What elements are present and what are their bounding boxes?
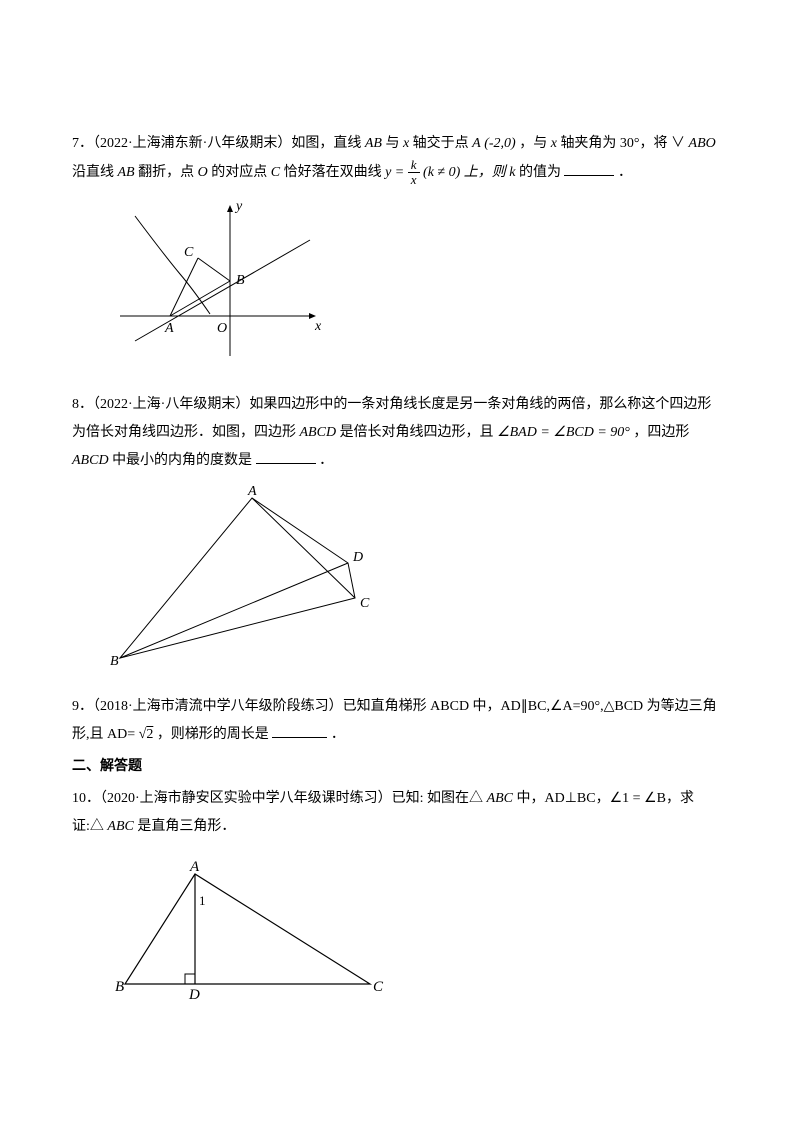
q7-seg4: 轴夹角为 30°，将 ∨	[560, 136, 685, 151]
q10-fig-A: A	[189, 859, 200, 875]
q7-fig-y: y	[234, 199, 243, 214]
q8-suffix: ．	[319, 453, 333, 468]
q7-prefix: 7．（2022·上海浦东新·八年级期末）如图，直线	[72, 136, 361, 151]
section-2-heading: 二、解答题	[72, 753, 722, 781]
q8-blank	[256, 450, 316, 464]
q8-fig-B: B	[110, 654, 119, 668]
q10-fig-B: B	[115, 979, 124, 995]
q7-seg9: (k ≠ 0) 上，则	[423, 165, 509, 180]
q10-text: 10．（2020·上海市静安区实验中学八年级课时练习）已知: 如图在△ ABC …	[72, 785, 722, 841]
q7-frac-den: x	[408, 173, 420, 187]
q9-suffix: ．	[331, 727, 345, 742]
q7-A: A	[472, 136, 481, 151]
q7-x1: x	[403, 136, 409, 151]
q7-text: 7．（2022·上海浦东新·八年级期末）如图，直线 AB 与 x 轴交于点 A …	[72, 130, 722, 188]
q8-fig-C: C	[360, 596, 370, 611]
q7-fraction: k x	[408, 158, 420, 188]
q8-seg3: 中最小的内角的度数是	[112, 453, 252, 468]
q8-abcd1: ABCD	[300, 425, 337, 440]
q9-seg1: ，则梯形的周长是	[157, 727, 269, 742]
q7-ab2: AB	[118, 165, 135, 180]
q10-fig-C: C	[373, 979, 384, 995]
q7-fig-A: A	[164, 321, 174, 336]
q8-figure: A B C D	[110, 483, 722, 679]
q7-frac-num: k	[408, 158, 420, 173]
q8-fig-A: A	[247, 484, 257, 499]
q10-prefix: 10．（2020·上海市静安区实验中学八年级课时练习）已知: 如图在△	[72, 791, 483, 806]
q10-seg2: 是直角三角形．	[137, 819, 235, 834]
q7-C: C	[271, 165, 280, 180]
q10-fig-D: D	[188, 987, 200, 1003]
q7-suffix: ．	[618, 165, 632, 180]
q9-sqrt: √2	[139, 727, 154, 742]
q7-seg6: 翻折，点	[138, 165, 198, 180]
q7-x2: x	[551, 136, 557, 151]
q7-fig-x: x	[314, 319, 322, 334]
q10-figure: 1 A B C D	[110, 859, 722, 1015]
q7-seg2: 轴交于点	[413, 136, 473, 151]
q7-O: O	[198, 165, 208, 180]
q10-abc2: ABC	[107, 819, 133, 834]
q7-yeq: y =	[385, 165, 408, 180]
q8-seg1: 是倍长对角线四边形，且	[340, 425, 494, 440]
q7-seg7: 的对应点	[211, 165, 271, 180]
q8-fig-D: D	[352, 550, 363, 565]
q8-abcd2: ABCD	[72, 453, 109, 468]
q7-seg1: 与	[385, 136, 403, 151]
q7-seg3: ，与	[519, 136, 551, 151]
q7-figure: y x A O B C	[110, 196, 722, 377]
q7-k: k	[509, 165, 515, 180]
q7-blank	[564, 162, 614, 176]
q7-fig-O: O	[217, 321, 227, 336]
q8-text: 8．（2022·上海·八年级期末）如果四边形中的一条对角线长度是另一条对角线的两…	[72, 391, 722, 475]
q7-seg8: 恰好落在双曲线	[284, 165, 386, 180]
q10-abc1: ABC	[487, 791, 513, 806]
q7-seg10: 的值为	[519, 165, 561, 180]
q8-angles: ∠BAD = ∠BCD = 90°	[497, 425, 630, 440]
q7-fig-B: B	[236, 273, 245, 288]
q9-blank	[272, 724, 327, 738]
q7-ab: AB	[365, 136, 382, 151]
q7-abo: ABO	[689, 136, 716, 151]
q7-pointA: (-2,0)	[484, 136, 516, 151]
q8-seg2: ，四边形	[633, 425, 689, 440]
q10-fig-one: 1	[199, 893, 206, 908]
q9-text: 9．（2018·上海市清流中学八年级阶段练习）已知直角梯形 ABCD 中，AD∥…	[72, 693, 722, 749]
q7-seg5: 沿直线	[72, 165, 114, 180]
q7-fig-C: C	[184, 245, 194, 260]
